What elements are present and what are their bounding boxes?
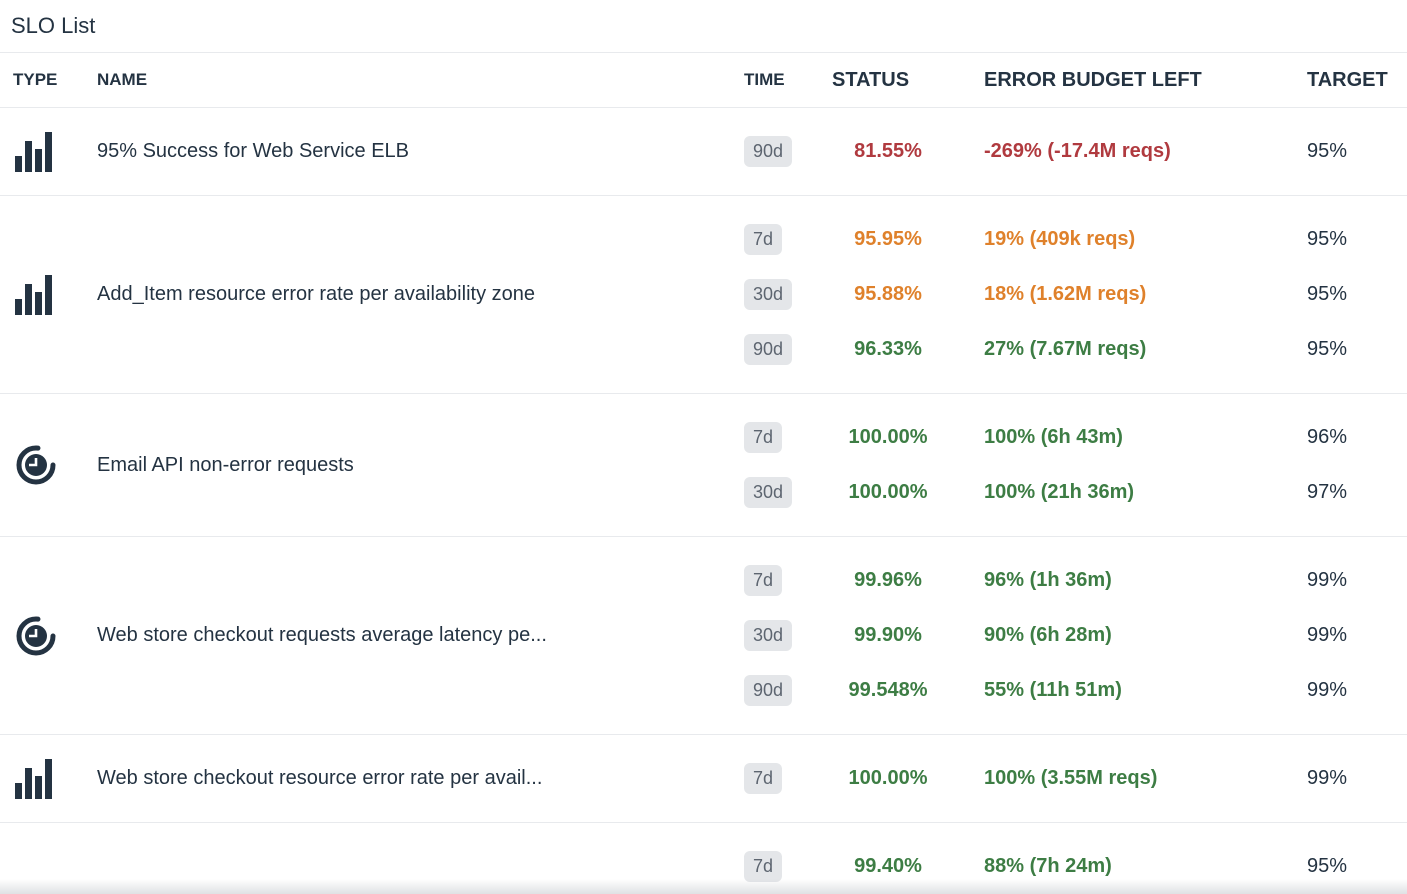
bar-chart-icon: [0, 758, 97, 799]
error-budget-value: 100% (3.55M reqs): [984, 767, 1158, 789]
time-window-row: 30d 95.88% 18% (1.62M reqs) 95%: [744, 267, 1407, 322]
time-window-row: 7d 95.95% 19% (409k reqs) 95%: [744, 212, 1407, 267]
slo-table-row[interactable]: Web store checkout requests average late…: [0, 537, 1407, 735]
error-budget-value: 100% (6h 43m): [984, 426, 1123, 448]
target-value: 95%: [1307, 228, 1348, 250]
slo-name[interactable]: Email API non-error requests: [97, 453, 354, 476]
status-value: 99.90%: [854, 624, 922, 646]
error-budget-value: 19% (409k reqs): [984, 228, 1136, 250]
error-budget-value: 88% (7h 24m): [984, 855, 1112, 877]
time-window-row: 90d 99.548% 55% (11h 51m) 99%: [744, 663, 1407, 718]
slo-table-row[interactable]: Email API non-error requests 7d 100.00% 100…: [0, 394, 1407, 537]
target-value: 99%: [1307, 624, 1348, 646]
table-header: TYPE NAME TIME STATUS ERROR BUDGET LEFT …: [0, 52, 1407, 108]
col-header-type: TYPE: [13, 70, 58, 89]
target-value: 99%: [1307, 679, 1348, 701]
time-window-row: 90d 96.33% 27% (7.67M reqs) 95%: [744, 322, 1407, 377]
time-window-row: 7d 100.00% 100% (6h 43m) 96%: [744, 410, 1407, 465]
bar-chart-icon: [0, 131, 97, 172]
error-budget-value: 100% (21h 36m): [984, 481, 1135, 503]
time-window-badge: 7d: [744, 763, 783, 794]
error-budget-value: 18% (1.62M reqs): [984, 283, 1147, 305]
time-window-group: 7d 99.40% 88% (7h 24m) 95%: [744, 839, 1407, 894]
error-budget-value: 90% (6h 28m): [984, 624, 1112, 646]
bar-chart-icon: [0, 274, 97, 315]
time-window-group: 7d 100.00% 100% (3.55M reqs) 99%: [744, 751, 1407, 806]
time-window-group: 7d 95.95% 19% (409k reqs) 95% 30d 95.88% 18% (…: [744, 212, 1407, 377]
target-value: 97%: [1307, 481, 1348, 503]
page-title: SLO List: [11, 13, 96, 38]
slo-name[interactable]: Web store checkout requests average late…: [97, 624, 547, 646]
slo-name[interactable]: Web store checkout resource error rate p…: [97, 767, 543, 789]
target-value: 95%: [1307, 140, 1348, 162]
time-window-badge: 30d: [744, 620, 793, 651]
time-window-badge: 30d: [744, 477, 793, 508]
status-value: 99.548%: [848, 679, 928, 701]
col-header-error-budget: ERROR BUDGET LEFT: [984, 68, 1202, 91]
time-window-badge: 7d: [744, 565, 783, 596]
target-value: 95%: [1307, 855, 1348, 877]
table-body: 95% Success for Web Service ELB 90d 81.55%…: [0, 108, 1407, 894]
slo-name[interactable]: 95% Success for Web Service ELB: [97, 140, 409, 162]
clock-icon: [0, 615, 97, 657]
status-value: 99.40%: [854, 855, 922, 877]
status-value: 95.95%: [854, 228, 922, 250]
time-window-group: 7d 100.00% 100% (6h 43m) 96% 30d 100.00% 100% …: [744, 410, 1407, 520]
target-value: 95%: [1307, 338, 1348, 360]
slo-name[interactable]: Add_Item resource error rate per availab…: [97, 283, 535, 305]
target-value: 95%: [1307, 283, 1348, 305]
error-budget-value: -269% (-17.4M reqs): [984, 140, 1171, 162]
time-window-group: 7d 99.96% 96% (1h 36m) 99% 30d 99.90% 90% (6h …: [744, 553, 1407, 718]
error-budget-value: 96% (1h 36m): [984, 569, 1112, 591]
col-header-target: TARGET: [1307, 68, 1388, 91]
time-window-badge: 7d: [744, 224, 783, 255]
slo-table-row[interactable]: 95% Success for Web Service ELB 90d 81.55%…: [0, 108, 1407, 196]
status-value: 81.55%: [854, 140, 922, 162]
slo-table: TYPE NAME TIME STATUS ERROR BUDGET LEFT …: [0, 52, 1407, 894]
slo-table-row[interactable]: Add_Item resource error rate per availab…: [0, 196, 1407, 394]
time-window-badge: 7d: [744, 851, 783, 882]
status-value: 95.88%: [854, 283, 922, 305]
status-value: 100.00%: [848, 767, 928, 789]
time-window-group: 90d 81.55% -269% (-17.4M reqs) 95%: [744, 124, 1407, 179]
slo-table-row[interactable]: 7d 99.40% 88% (7h 24m) 95%: [0, 823, 1407, 894]
target-value: 99%: [1307, 767, 1348, 789]
slo-table-row[interactable]: Web store checkout resource error rate p…: [0, 735, 1407, 823]
status-value: 96.33%: [854, 338, 922, 360]
status-value: 99.96%: [854, 569, 922, 591]
time-window-badge: 90d: [744, 675, 793, 706]
time-window-badge: 90d: [744, 136, 793, 167]
error-budget-value: 55% (11h 51m): [984, 679, 1122, 701]
target-value: 96%: [1307, 426, 1348, 448]
col-header-time: TIME: [744, 70, 785, 89]
time-window-row: 90d 81.55% -269% (-17.4M reqs) 95%: [744, 124, 1407, 179]
status-value: 100.00%: [848, 481, 928, 503]
time-window-badge: 90d: [744, 334, 793, 365]
time-window-row: 30d 99.90% 90% (6h 28m) 99%: [744, 608, 1407, 663]
time-window-row: 7d 99.96% 96% (1h 36m) 99%: [744, 553, 1407, 608]
time-window-row: 7d 99.40% 88% (7h 24m) 95%: [744, 839, 1407, 894]
time-window-badge: 7d: [744, 422, 783, 453]
error-budget-value: 27% (7.67M reqs): [984, 338, 1147, 360]
col-header-status: STATUS: [832, 68, 910, 91]
target-value: 99%: [1307, 569, 1348, 591]
time-window-row: 30d 100.00% 100% (21h 36m) 97%: [744, 465, 1407, 520]
time-window-row: 7d 100.00% 100% (3.55M reqs) 99%: [744, 751, 1407, 806]
status-value: 100.00%: [848, 426, 928, 448]
clock-icon: [0, 444, 97, 486]
time-window-badge: 30d: [744, 279, 793, 310]
col-header-name: NAME: [97, 70, 148, 89]
